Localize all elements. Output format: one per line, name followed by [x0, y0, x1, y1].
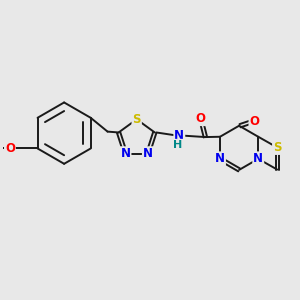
Text: S: S [273, 141, 281, 154]
Text: H: H [173, 140, 182, 150]
Text: N: N [174, 129, 184, 142]
Text: O: O [196, 112, 206, 125]
Text: O: O [250, 115, 260, 128]
Text: N: N [215, 152, 225, 165]
Text: O: O [5, 142, 15, 155]
Text: S: S [132, 113, 141, 126]
Text: N: N [253, 152, 263, 165]
Text: N: N [121, 147, 130, 160]
Text: N: N [143, 147, 153, 160]
